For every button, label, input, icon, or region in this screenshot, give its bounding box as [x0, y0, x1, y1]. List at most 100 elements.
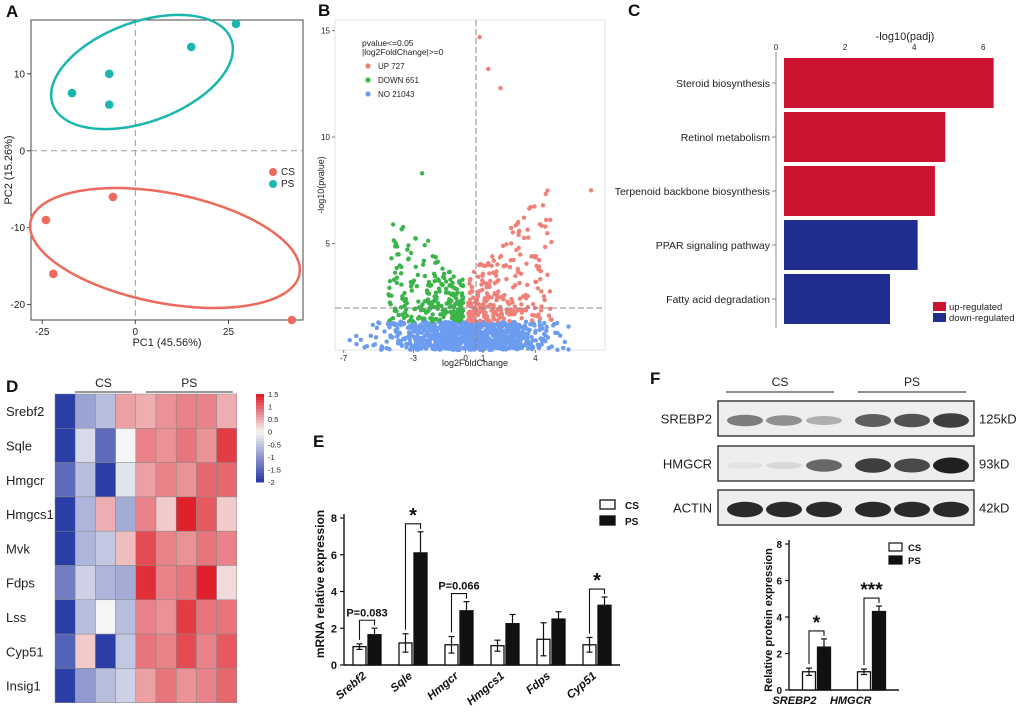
volcano-point-up [549, 239, 554, 245]
pca-plot: -25 0 25 -20 -10 0 10 PC1 (45.56%) PC2 (15.26%… [3, 13, 304, 349]
heatmap-cell [54, 565, 76, 601]
volcano-y-tick-label: 15 [321, 27, 330, 36]
volcano-point-down [441, 310, 446, 316]
wb-band [933, 413, 969, 428]
volcano-point-up [545, 188, 550, 193]
qpcr-y-tick-label: 4 [331, 587, 338, 599]
volcano-point-up [480, 278, 485, 283]
heatmap-colorbar-segment [256, 429, 264, 433]
volcano-point-up [507, 264, 513, 270]
heatmap-group-label: PS [181, 376, 197, 390]
pca-point-ps [104, 69, 114, 79]
volcano-point-no [528, 322, 533, 327]
volcano-point-no [374, 325, 380, 330]
volcano-point-down [450, 284, 455, 289]
volcano-point-no [566, 324, 571, 329]
volcano-point-down [451, 274, 456, 279]
heatmap-cell [175, 496, 197, 532]
heatmap-row-label: Hmgcs1 [6, 507, 54, 522]
protein-y-tick-label: 4 [776, 613, 782, 624]
heatmap-colorbar-segment [256, 476, 264, 480]
heatmap-colorbar-segment [256, 458, 264, 462]
qpcr-significance-bracket [588, 588, 606, 634]
volcano-point-no [354, 333, 359, 339]
volcano-point-down [447, 269, 453, 275]
heatmap-colorbar-segment [256, 423, 264, 427]
volcano-legend: pvalue<=0.05 |log2FoldChange|>=0 UP 727 … [362, 38, 444, 99]
volcano-point-up [498, 294, 504, 300]
volcano-point-down [440, 274, 446, 279]
volcano-x-tick-label: -3 [410, 354, 418, 363]
volcano-point-up [477, 288, 482, 294]
volcano-x-tick-label: 0 [463, 354, 468, 363]
heatmap-colorbar-segment [256, 426, 264, 430]
wb-band [806, 459, 842, 472]
volcano-point-up [467, 297, 473, 302]
volcano-point-up [542, 244, 548, 250]
volcano-point-up [510, 308, 516, 313]
volcano-point-no [475, 326, 481, 331]
heatmap-cell [74, 462, 96, 498]
wb-protein-label: SREBP2 [661, 412, 712, 427]
volcano-point-up [521, 307, 527, 313]
panel-label-e: E [313, 432, 324, 451]
pca-point-ps [67, 88, 77, 98]
volcano-point-no [485, 328, 491, 333]
volcano-point-up [484, 314, 490, 320]
volcano-point-no [506, 345, 512, 350]
heatmap-cell [74, 428, 96, 463]
heatmap-cell [155, 496, 177, 532]
volcano-point-up [493, 273, 499, 278]
volcano-point-up [467, 281, 472, 286]
volcano-point-no [358, 337, 363, 342]
pca-frame [30, 19, 304, 321]
volcano-point-down [394, 244, 400, 249]
heatmap-cell [135, 462, 157, 498]
wb-membrane-hmgcr [717, 445, 975, 482]
heatmap-cell [175, 530, 197, 566]
volcano-point-down [413, 264, 418, 270]
volcano-point-up [487, 271, 492, 276]
heatmap-cell [115, 496, 137, 532]
volcano-point-up [539, 289, 544, 294]
volcano-point-down [422, 273, 428, 279]
volcano-point-down [408, 250, 414, 256]
pca-x-tick-label: 25 [223, 327, 235, 338]
volcano-point-up [497, 255, 503, 260]
heatmap-cell [216, 530, 238, 566]
volcano-point-down [408, 284, 414, 289]
volcano-point-no [520, 329, 525, 334]
volcano-point-no [370, 322, 376, 328]
protein-bar-chart: Relative protein expression 0 2 4 6 8 SREBP2… [763, 540, 921, 707]
volcano-point-no [411, 329, 416, 334]
volcano-point-down [391, 277, 397, 282]
volcano-point-up [491, 258, 496, 263]
heatmap-cell [54, 462, 76, 498]
volcano-point-down [447, 297, 452, 302]
heatmap-cell [135, 565, 157, 601]
volcano-point-up [495, 262, 500, 267]
heatmap-colorbar-segment [256, 443, 264, 448]
qpcr-significance-bracket [358, 619, 376, 640]
pca-x-label: PC1 (45.56%) [132, 337, 201, 349]
volcano-point-up [467, 277, 473, 283]
volcano-point-no [474, 331, 480, 336]
volcano-legend-down-marker [365, 77, 371, 83]
volcano-point-no [404, 341, 409, 347]
volcano-y-tick-label: 10 [321, 133, 330, 142]
volcano-point-no [566, 347, 571, 352]
volcano-point-no [467, 335, 472, 340]
volcano-point-up [496, 277, 501, 283]
volcano-point-up [510, 230, 516, 235]
volcano-point-down [422, 242, 427, 248]
volcano-point-up [519, 315, 524, 321]
volcano-point-down [450, 312, 455, 318]
panel-label-a: A [6, 2, 18, 21]
heatmap-cell [74, 633, 96, 669]
volcano-point-up [516, 229, 521, 235]
protein-significance-label: *** [860, 580, 883, 601]
volcano-point-no [443, 328, 448, 333]
volcano-point-down [443, 279, 449, 284]
volcano-point-down [432, 278, 437, 284]
volcano-point-no [469, 327, 474, 332]
